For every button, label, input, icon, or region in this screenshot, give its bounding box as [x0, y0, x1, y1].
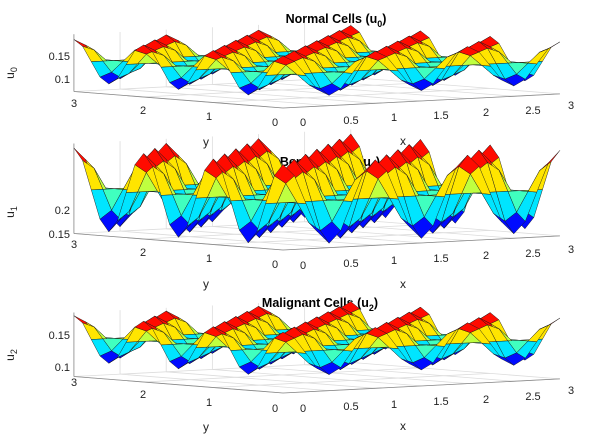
x-tick-label: 1.5 [433, 110, 448, 122]
x-tick-label: 0.5 [343, 401, 358, 413]
z-tick-label: 0.15 [49, 51, 70, 63]
grid-line [350, 219, 560, 237]
y-tick-label: 1 [206, 111, 212, 123]
y-tick-label: 3 [71, 239, 77, 251]
y-tick-label: 3 [71, 377, 77, 389]
grid-line [120, 230, 330, 249]
surface-patch [82, 322, 104, 340]
grid-line [258, 366, 468, 384]
x-tick-label: 1.5 [433, 396, 448, 408]
x-tick-label: 3 [568, 244, 574, 256]
x-tick-label: 0 [300, 117, 306, 129]
y-tick-label: 2 [140, 105, 146, 117]
y-axis-line [73, 91, 284, 109]
x-axis-label: x [400, 419, 406, 433]
chart-panel-malignant-cells: Malignant Cells (u2) u2 0.15 0.1 3 2 1 0… [3, 296, 574, 434]
x-tick-label: 1.5 [433, 253, 448, 265]
x-axis-line [282, 93, 560, 109]
grid-line [258, 223, 468, 241]
x-tick-label: 1 [391, 112, 397, 124]
x-tick-label: 0.5 [343, 258, 358, 270]
grid-line [213, 230, 491, 245]
x-tick-label: 2 [483, 250, 489, 262]
x-tick-label: 0 [300, 403, 306, 415]
x-axis-label: x [400, 277, 406, 291]
surface-mesh [73, 298, 561, 394]
grid-line [213, 373, 491, 388]
x-tick-label: 2 [483, 107, 489, 119]
grid-line [143, 82, 421, 98]
y-tick-label: 1 [206, 253, 212, 265]
x-tick-label: 3 [568, 100, 574, 112]
y-tick-label: 0 [272, 259, 278, 271]
y-axis-label: y [203, 420, 209, 434]
x-tick-label: 2.5 [525, 391, 540, 403]
surface-patch [82, 159, 104, 191]
grid-line [166, 228, 376, 246]
y-tick-label: 2 [140, 247, 146, 259]
grid-line [258, 81, 468, 99]
surface-mesh [73, 129, 561, 251]
y-axis-line [73, 233, 284, 251]
surface-patch [539, 41, 561, 53]
grid-line [143, 224, 421, 240]
z-axis-label: u1 [3, 206, 19, 218]
grid-line [166, 86, 376, 104]
z-axis-label: u2 [3, 349, 19, 361]
x-tick-label: 0.5 [343, 115, 358, 127]
x-axis-line [282, 235, 560, 251]
y-axis-label: y [203, 135, 209, 149]
grid-line [143, 367, 421, 383]
grid-line [350, 362, 560, 380]
y-tick-label: 2 [140, 389, 146, 401]
surface-patch [539, 150, 561, 171]
x-tick-label: 3 [568, 385, 574, 397]
x-tick-label: 2 [483, 394, 489, 406]
x-tick-label: 1 [391, 399, 397, 411]
chart-title: Malignant Cells (u2) [262, 296, 378, 313]
grid-line [350, 77, 560, 95]
chart-panel-normal-cells: Normal Cells (u0) u0 0.15 0.1 3 2 1 0 y … [3, 12, 574, 149]
x-tick-label: 2.5 [525, 105, 540, 117]
y-tick-label: 3 [71, 98, 77, 110]
z-tick-label: 0.2 [55, 205, 70, 217]
z-tick-label: 0.1 [55, 74, 70, 86]
grid-line [166, 371, 376, 389]
grid-line [213, 88, 491, 103]
x-axis-label: x [400, 134, 406, 148]
z-tick-label: 0.1 [55, 362, 70, 374]
surface-mesh [73, 20, 561, 109]
y-axis-line [73, 376, 284, 394]
chart-title: Normal Cells (u0) [286, 12, 387, 29]
z-tick-label: 0.15 [49, 229, 70, 241]
grid-line [120, 373, 330, 392]
chart-panel-benign-cells: Benign Cells (u1) u1 0.2 0.15 3 2 1 0 y … [3, 129, 574, 291]
x-axis-line [282, 378, 560, 394]
x-tick-label: 1 [391, 255, 397, 267]
surface-patch [539, 317, 561, 330]
y-tick-label: 0 [272, 117, 278, 129]
surface-patch [82, 45, 104, 62]
grid-line [120, 88, 330, 107]
z-tick-label: 0.15 [49, 330, 70, 342]
z-axis-label: u0 [3, 67, 19, 79]
x-tick-label: 0 [300, 260, 306, 272]
y-axis-label: y [203, 277, 209, 291]
y-tick-label: 1 [206, 397, 212, 409]
x-tick-label: 2.5 [525, 248, 540, 260]
y-tick-label: 0 [272, 403, 278, 415]
